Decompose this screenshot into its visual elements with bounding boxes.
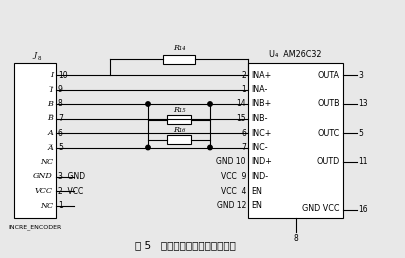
Bar [163,54,195,63]
Text: A̅: A̅ [47,143,53,151]
Text: INA-: INA- [251,85,267,94]
Text: 8: 8 [293,234,298,243]
Text: 15: 15 [237,114,246,123]
Text: OUTC: OUTC [318,128,340,138]
Text: VCC  4: VCC 4 [221,187,246,196]
Text: R₁₆: R₁₆ [173,126,185,134]
Text: 7: 7 [241,143,246,152]
Circle shape [146,145,150,150]
Text: 2  VCC: 2 VCC [58,187,83,196]
Text: I̅: I̅ [50,85,53,93]
Text: NC: NC [40,201,53,209]
Text: GND VCC: GND VCC [303,204,340,213]
Text: 11: 11 [358,157,367,166]
Text: OUTA: OUTA [318,70,340,79]
Circle shape [146,102,150,106]
Text: 8: 8 [58,100,63,109]
Text: IND+: IND+ [251,157,272,166]
Text: 3  GND: 3 GND [58,172,85,181]
Text: J: J [33,51,36,59]
Text: 3: 3 [358,70,363,79]
Bar [14,63,56,218]
Text: VCC: VCC [35,187,53,195]
Text: IND-: IND- [251,172,268,181]
Bar [167,135,191,144]
Text: INC-: INC- [251,143,268,152]
Circle shape [208,102,212,106]
Text: INCRE_ENCODER: INCRE_ENCODER [9,224,62,230]
Text: 6: 6 [241,128,246,138]
Bar [167,115,191,124]
Text: U₄  AM26C32: U₄ AM26C32 [269,50,322,59]
Text: 5: 5 [358,128,363,138]
Text: A: A [47,129,53,137]
Text: NC: NC [40,158,53,166]
Text: B: B [47,100,53,108]
Text: INB-: INB- [251,114,267,123]
Text: 7: 7 [58,114,63,123]
Text: VCC  9: VCC 9 [221,172,246,181]
Text: INB+: INB+ [251,100,271,109]
Text: INC+: INC+ [251,128,271,138]
Text: R₁₄: R₁₄ [173,44,185,52]
Text: 6: 6 [58,128,63,138]
Text: 8: 8 [37,56,41,61]
Text: 1: 1 [58,201,63,210]
Text: I: I [50,71,53,79]
Text: 14: 14 [237,100,246,109]
Text: 9: 9 [58,85,63,94]
Text: OUTD: OUTD [317,157,340,166]
Text: R₁₅: R₁₅ [173,106,185,114]
Text: GND 12: GND 12 [217,201,246,210]
Text: 13: 13 [358,100,368,109]
Text: 1: 1 [241,85,246,94]
Bar [248,63,343,218]
Text: 10: 10 [58,70,68,79]
Circle shape [208,145,212,150]
Text: 16: 16 [358,206,368,214]
Text: 2: 2 [241,70,246,79]
Text: 图 5   增量式编码器信号处理电路: 图 5 增量式编码器信号处理电路 [134,240,235,250]
Text: EN: EN [251,187,262,196]
Text: B̅: B̅ [47,115,53,123]
Text: GND 10: GND 10 [217,157,246,166]
Text: 5: 5 [58,143,63,152]
Text: E̅N: E̅N [251,201,262,210]
Text: INA+: INA+ [251,70,271,79]
Text: OUTB: OUTB [318,100,340,109]
Text: GND: GND [33,173,53,181]
